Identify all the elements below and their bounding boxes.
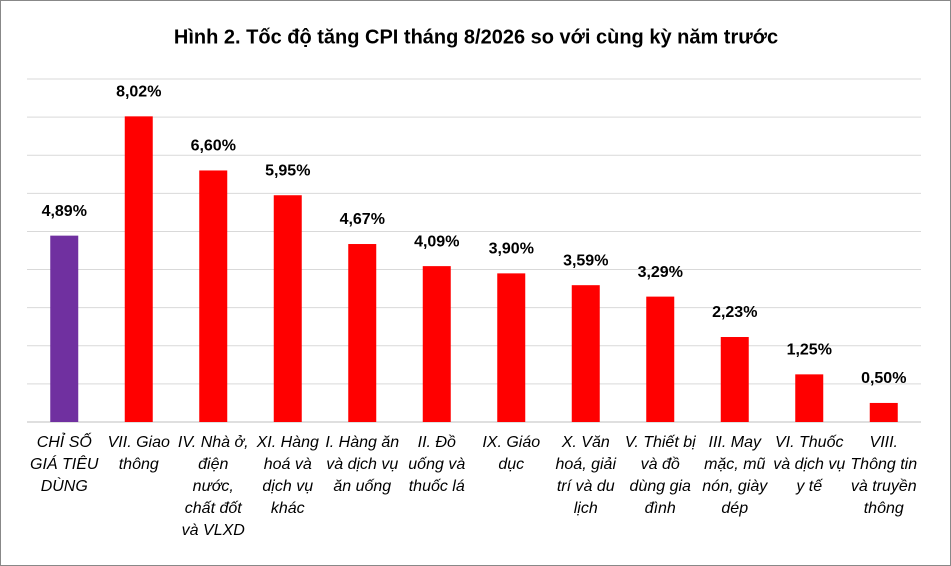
bar <box>199 170 228 422</box>
x-tick-label: XI. Hàng hoá và dịch vụ khác <box>256 434 319 517</box>
x-tick-label: IX. Giáo dục <box>482 434 541 473</box>
x-tick-label: VI. Thuốc và dịch vụ y tế <box>773 434 846 495</box>
x-tick-label: II. Đồ uống và thuốc lá <box>408 434 466 495</box>
bar <box>869 402 898 422</box>
bar <box>497 273 526 422</box>
x-tick-label: V. Thiết bị và đồ dùng gia đình <box>624 434 696 517</box>
data-label: 1,25% <box>787 342 832 359</box>
bar <box>273 195 302 422</box>
x-tick-label: III. May mặc, mũ nón, giày dép <box>702 434 768 517</box>
bar <box>124 116 153 423</box>
data-label: 4,89% <box>42 203 87 220</box>
x-tick-label: X. Văn hoá, giải trí và du lịch <box>555 434 617 517</box>
data-label: 0,50% <box>861 370 906 387</box>
data-label: 8,02% <box>116 84 161 101</box>
data-label: 4,09% <box>414 233 459 250</box>
bar <box>571 285 600 422</box>
bar <box>422 266 451 422</box>
x-tick-label: VII. Giao thông <box>107 434 170 473</box>
bar <box>50 235 79 422</box>
bar <box>795 374 824 422</box>
bar <box>720 337 749 422</box>
bar <box>646 296 675 422</box>
data-label: 3,59% <box>563 252 608 269</box>
bar <box>348 244 377 422</box>
x-tick-label: VIII. Thông tin và truyền thông <box>850 434 918 517</box>
x-tick-label: CHỈ SỐ GIÁ TIÊU DÙNG <box>30 434 99 495</box>
data-label: 2,23% <box>712 304 757 321</box>
x-tick-label: I. Hàng ăn và dịch vụ ăn uống <box>325 434 400 495</box>
data-label: 4,67% <box>340 211 385 228</box>
x-tick-label: IV. Nhà ở, điện nước, chất đốt và VLXD <box>177 434 249 539</box>
data-label: 5,95% <box>265 162 310 179</box>
data-label: 6,60% <box>191 138 236 155</box>
data-label: 3,90% <box>489 241 534 258</box>
chart-title: Hình 2. Tốc độ tăng CPI tháng 8/2026 so … <box>174 26 778 48</box>
data-label: 3,29% <box>638 264 683 281</box>
